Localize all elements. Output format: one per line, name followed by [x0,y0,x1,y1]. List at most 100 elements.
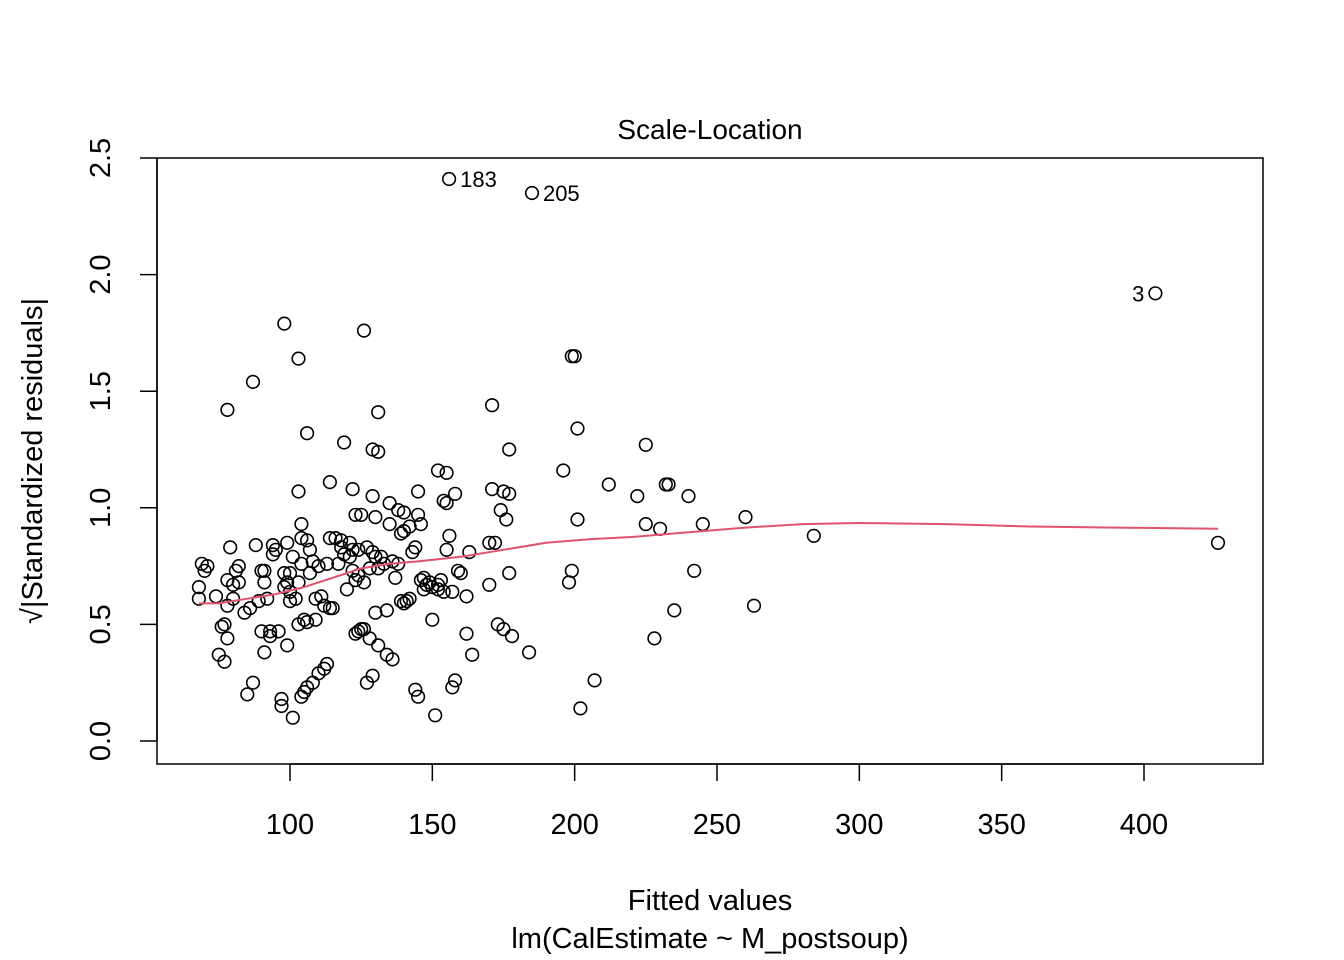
data-point [439,496,454,511]
data-point [294,689,309,704]
data-point [393,526,409,541]
data-point [322,475,338,490]
data-point [411,689,426,704]
data-point [314,589,329,604]
data-point [493,503,508,518]
data-point [297,612,312,627]
data-point [348,507,363,522]
data-point [411,484,426,499]
data-point [274,698,289,714]
outlier-label: 205 [543,181,580,206]
data-point [681,489,696,504]
data-point [371,444,386,459]
y-axis-label: √|Standardized residuals| [17,298,49,624]
data-point [282,565,298,581]
data-point [504,628,520,644]
x-tick-label: 150 [408,809,456,841]
data-point [445,680,460,695]
data-point [502,442,517,457]
data-point [573,701,588,716]
data-point [191,591,206,606]
data-point [277,316,292,331]
data-point [271,624,286,639]
data-point [288,591,303,606]
data-point [806,528,821,543]
data-point [436,584,451,599]
data-point [300,426,315,441]
data-point [223,540,238,555]
data-point [630,489,645,504]
data-point [243,600,258,616]
data-point [280,575,295,590]
points-layer [191,171,1226,725]
data-point [362,631,377,646]
data-point [345,542,360,557]
data-point [382,516,397,532]
data-point [658,477,673,492]
data-point [561,575,577,590]
data-point [448,486,463,501]
data-point [365,668,380,683]
data-point [448,673,463,688]
data-point [695,516,710,532]
data-point [245,675,261,690]
data-point [300,614,315,630]
data-point [442,171,457,187]
data-point [439,465,454,480]
data-point [245,374,261,390]
chart-title: Scale-Location [617,114,802,145]
data-point [411,507,426,522]
data-point [277,565,292,581]
data-point [280,638,295,653]
data-point [408,540,423,555]
data-point [465,647,480,662]
data-point [687,563,702,578]
data-point [388,570,403,585]
data-point [334,533,349,548]
data-point [661,477,676,492]
x-tick-label: 200 [550,809,598,841]
data-point [393,593,409,609]
data-point [214,619,229,634]
data-point [254,624,269,639]
data-point [217,617,232,632]
data-point [453,565,468,581]
data-point [342,535,357,550]
plot-frame [156,157,1264,765]
data-point [280,535,295,550]
data-point [294,516,309,532]
data-point [191,579,206,595]
data-point [570,512,585,527]
data-point [263,624,278,639]
data-point [436,493,451,508]
data-point [396,505,412,520]
data-point [1148,286,1163,301]
data-point [1210,535,1226,550]
data-point [365,489,380,504]
data-point [300,533,315,548]
data-point [570,421,585,436]
data-point [257,563,272,578]
data-point [652,521,668,536]
data-point [638,437,653,452]
point-labels-layer: 183 205 3 [460,167,1144,306]
data-point [442,528,457,543]
data-point [638,516,653,532]
data-point [450,563,466,578]
data-point [499,512,514,527]
x-tick-label: 300 [835,809,883,841]
x-axis-sublabel: lm(CalEstimate ~ M_postsoup) [511,923,908,955]
x-tick-label: 350 [977,809,1025,841]
data-point [208,589,224,604]
data-point [257,575,272,590]
data-point [439,542,454,557]
data-point [368,605,383,620]
y-tick-label: 1.5 [85,371,117,411]
data-point [521,645,537,660]
data-point [285,710,300,725]
data-point [459,626,474,641]
data-point [251,593,266,609]
data-point [647,631,662,646]
data-point [226,591,241,606]
